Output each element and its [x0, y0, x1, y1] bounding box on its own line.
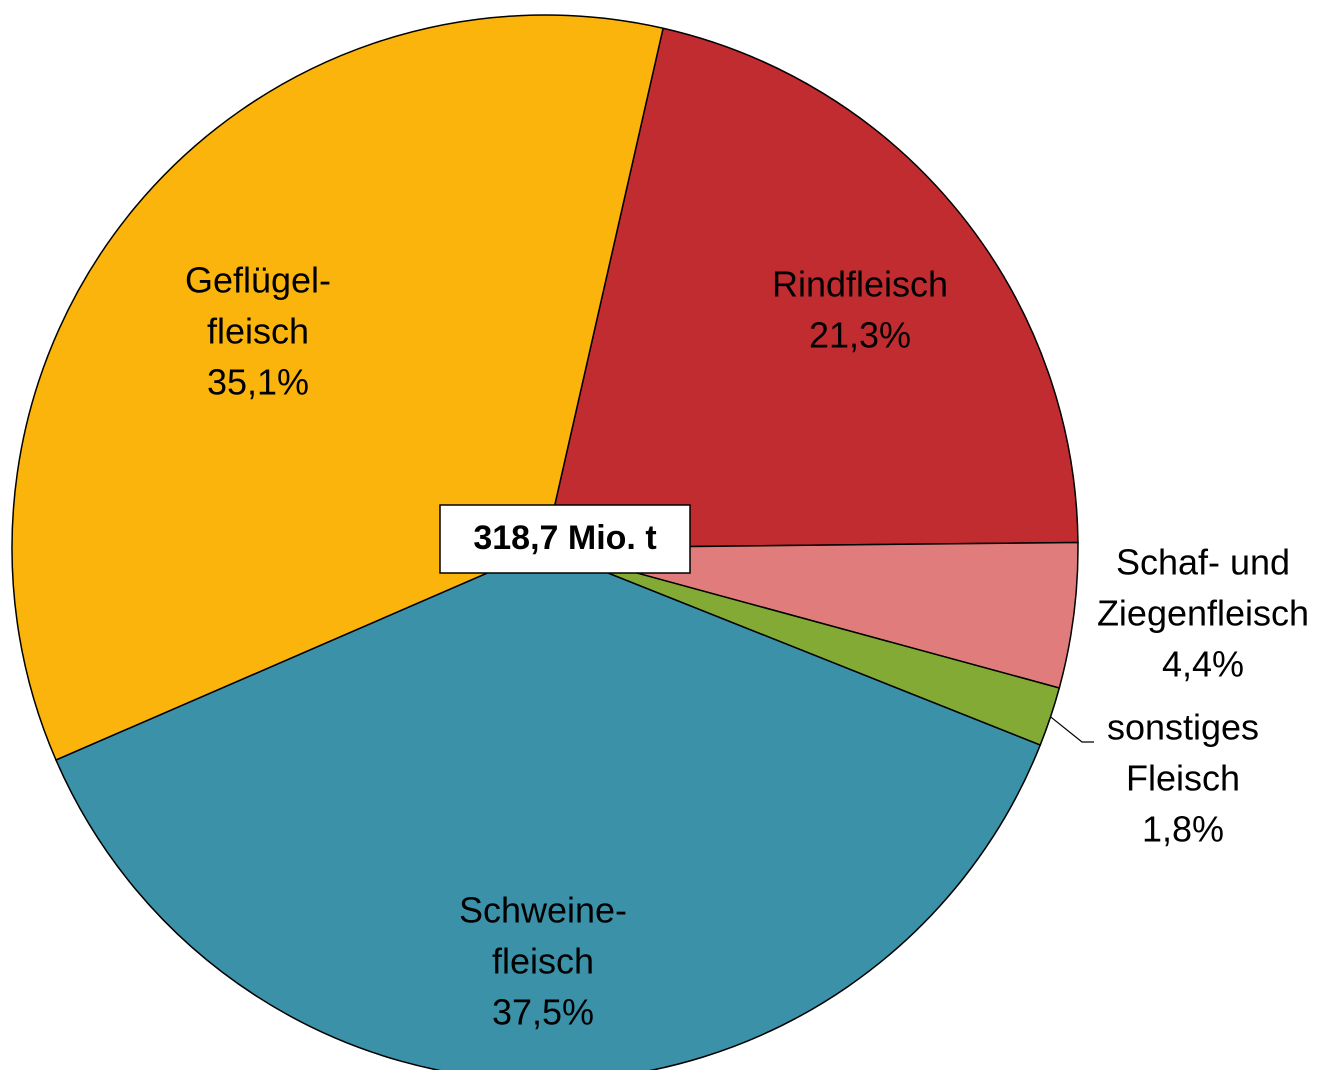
slice-label: fleisch	[207, 311, 309, 352]
slice	[54, 547, 1042, 1070]
slice-label: sonstiges	[1107, 707, 1259, 748]
total-box	[439, 504, 691, 574]
slice-label: Fleisch	[1126, 758, 1240, 799]
slice-label: Schweine-	[459, 890, 627, 931]
slice	[11, 14, 664, 761]
total-label: 318,7 Mio. t	[473, 519, 656, 557]
slice-label: fleisch	[492, 941, 594, 982]
value-label: 4,4%	[1162, 644, 1244, 685]
value-label: 21,3%	[809, 315, 911, 356]
leader-line	[1050, 716, 1094, 743]
value-label: 37,5%	[492, 992, 594, 1033]
value-label: 1,8%	[1142, 809, 1224, 850]
slice	[544, 27, 1079, 549]
slice-label: Rindfleisch	[772, 264, 948, 305]
slice-label: Ziegenfleisch	[1097, 593, 1309, 634]
slice-label: Geflügel-	[185, 260, 331, 301]
value-label: 35,1%	[207, 362, 309, 403]
slice-label: Schaf- und	[1116, 542, 1290, 583]
pie	[11, 14, 1079, 1070]
